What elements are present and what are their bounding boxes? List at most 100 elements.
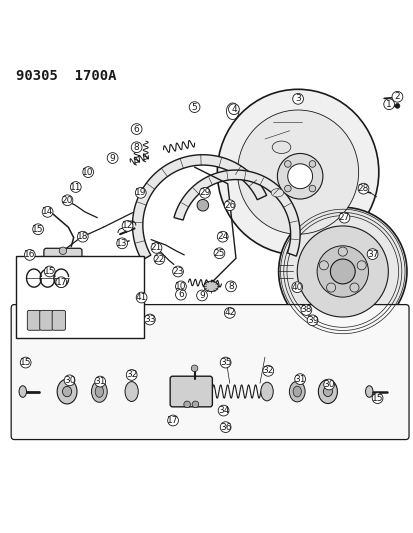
Ellipse shape <box>91 381 107 402</box>
Ellipse shape <box>271 189 283 197</box>
Circle shape <box>126 369 137 381</box>
Ellipse shape <box>260 382 273 401</box>
Circle shape <box>144 314 155 325</box>
Text: 36: 36 <box>219 423 231 432</box>
Circle shape <box>131 124 142 134</box>
Text: 32: 32 <box>126 370 137 379</box>
Text: 90305  1700A: 90305 1700A <box>16 69 116 83</box>
Text: 15: 15 <box>20 358 31 367</box>
Text: 17: 17 <box>167 416 178 425</box>
Text: 33: 33 <box>144 315 155 324</box>
Circle shape <box>59 247 66 254</box>
Circle shape <box>309 185 315 192</box>
Circle shape <box>64 375 75 386</box>
Circle shape <box>199 188 210 198</box>
Circle shape <box>306 315 317 326</box>
Ellipse shape <box>323 386 332 397</box>
Circle shape <box>224 308 235 318</box>
Circle shape <box>214 248 224 259</box>
Circle shape <box>116 238 127 249</box>
Circle shape <box>175 281 186 292</box>
FancyBboxPatch shape <box>44 248 82 277</box>
Text: 42: 42 <box>223 309 235 317</box>
Circle shape <box>33 224 43 235</box>
Circle shape <box>192 401 198 408</box>
Circle shape <box>330 259 354 284</box>
Circle shape <box>24 249 35 260</box>
Circle shape <box>383 99 394 110</box>
FancyBboxPatch shape <box>27 310 40 330</box>
Circle shape <box>189 102 199 112</box>
Ellipse shape <box>125 382 138 401</box>
Bar <box>16 256 144 338</box>
Circle shape <box>42 206 53 217</box>
Text: 4: 4 <box>230 104 236 114</box>
Circle shape <box>357 183 368 194</box>
Circle shape <box>318 261 328 270</box>
Text: 3: 3 <box>294 94 300 103</box>
Text: 38: 38 <box>300 305 311 314</box>
Circle shape <box>107 152 118 164</box>
Circle shape <box>20 357 31 368</box>
Text: 31: 31 <box>94 377 106 386</box>
FancyBboxPatch shape <box>11 304 408 440</box>
Ellipse shape <box>81 256 88 269</box>
Circle shape <box>225 281 236 292</box>
Ellipse shape <box>217 90 378 255</box>
Ellipse shape <box>62 386 71 397</box>
FancyBboxPatch shape <box>52 310 65 330</box>
Ellipse shape <box>19 386 26 397</box>
Ellipse shape <box>292 386 301 397</box>
Text: 15: 15 <box>371 394 382 402</box>
FancyBboxPatch shape <box>170 376 212 407</box>
Text: 20: 20 <box>62 196 73 205</box>
Text: 30: 30 <box>323 380 334 389</box>
Text: 11: 11 <box>70 182 81 191</box>
Circle shape <box>316 246 368 297</box>
Circle shape <box>391 91 402 102</box>
Circle shape <box>175 289 186 300</box>
Circle shape <box>196 290 207 301</box>
Circle shape <box>83 167 93 177</box>
Circle shape <box>220 357 230 368</box>
Circle shape <box>224 200 235 211</box>
Text: 28: 28 <box>357 184 368 193</box>
Text: 27: 27 <box>338 213 349 222</box>
Text: 40: 40 <box>291 282 302 292</box>
Text: 22: 22 <box>153 255 165 263</box>
Ellipse shape <box>237 110 358 234</box>
Circle shape <box>183 401 190 408</box>
Circle shape <box>349 283 358 292</box>
Circle shape <box>220 422 230 432</box>
Text: 31: 31 <box>294 375 305 384</box>
Ellipse shape <box>289 381 304 402</box>
Text: 6: 6 <box>133 125 139 134</box>
Circle shape <box>217 231 228 242</box>
Ellipse shape <box>271 141 290 154</box>
Circle shape <box>323 379 334 390</box>
Circle shape <box>122 221 133 231</box>
Text: 23: 23 <box>172 267 183 276</box>
Circle shape <box>218 405 228 416</box>
Text: 5: 5 <box>191 103 197 111</box>
Circle shape <box>172 266 183 277</box>
Text: 15: 15 <box>44 267 55 276</box>
Text: 18: 18 <box>77 232 88 241</box>
Circle shape <box>294 374 305 384</box>
FancyBboxPatch shape <box>40 310 53 330</box>
Ellipse shape <box>38 256 45 269</box>
Text: 37: 37 <box>366 249 377 259</box>
Circle shape <box>135 188 146 198</box>
Circle shape <box>197 199 208 211</box>
Circle shape <box>62 195 73 206</box>
Text: 41: 41 <box>135 293 147 302</box>
Circle shape <box>284 185 290 192</box>
Text: 13: 13 <box>116 239 128 248</box>
Circle shape <box>70 182 81 192</box>
Circle shape <box>44 266 55 277</box>
Text: 19: 19 <box>135 188 146 197</box>
Text: 12: 12 <box>121 221 133 230</box>
Text: 10: 10 <box>82 167 94 176</box>
Text: 34: 34 <box>217 406 229 415</box>
Text: 29: 29 <box>199 188 210 197</box>
